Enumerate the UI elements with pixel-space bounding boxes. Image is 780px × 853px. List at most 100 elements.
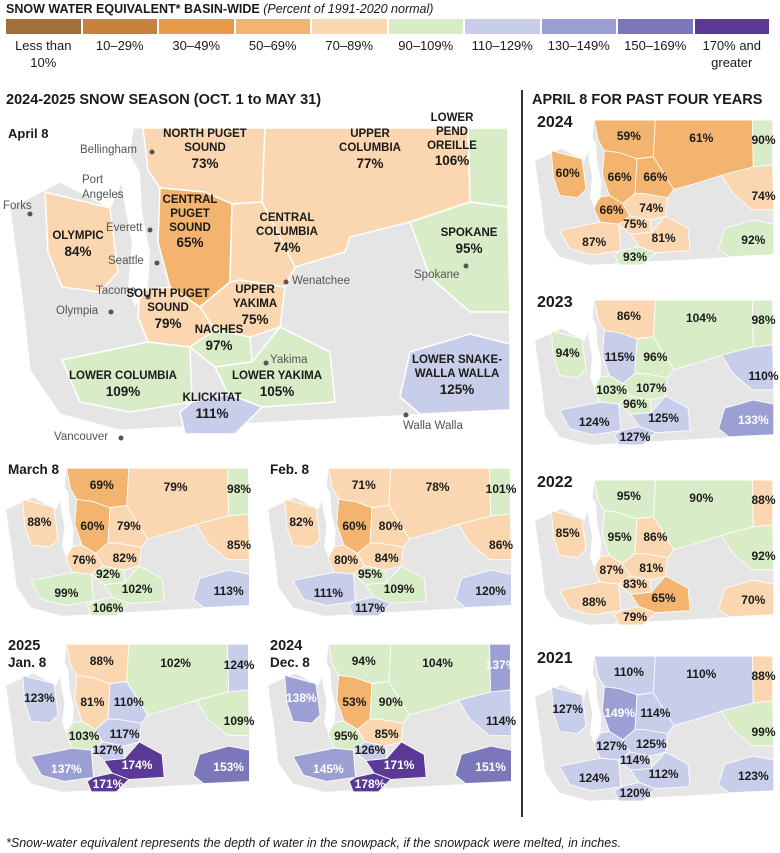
puget-sound-water: [587, 134, 602, 208]
region-value-label: 124%: [578, 771, 610, 786]
region-3: [284, 498, 321, 548]
region-label-lower-yakima: LOWER YAKIMA 105%: [222, 370, 332, 400]
region-13: [718, 219, 775, 258]
region-value-label: 137%: [485, 657, 517, 672]
past-year-map-2021-svg: [535, 655, 775, 802]
past-year-map-2021: 2021 110% 110% 88% 127% 149% 114% 99% 127% 125% 11…: [533, 650, 778, 805]
region-3: [550, 510, 587, 559]
region-value-label: 87%: [582, 235, 607, 250]
region-name: LOWER PEND OREILLE: [427, 112, 477, 152]
region-12: [614, 606, 657, 626]
small-map-jan-8: 2025 Jan. 8 88% 102% 124% 123% 81% 110% 109% 103%…: [4, 638, 254, 796]
region-value: 79%: [154, 315, 182, 331]
region-12: [86, 596, 130, 617]
past-year-map-2023-svg: [535, 299, 775, 446]
region-value-label: 95%: [357, 567, 383, 582]
region-value: 97%: [205, 337, 233, 353]
region-12: [348, 596, 392, 617]
main-map-label: April 8: [8, 126, 49, 141]
region-8: [622, 553, 669, 581]
region-value-label: 127%: [619, 429, 651, 444]
city-everett: Everett: [106, 222, 143, 234]
region-value-label: 59%: [616, 129, 641, 144]
legend-swatch: [312, 19, 387, 34]
legend-label: 110–129%: [471, 38, 533, 53]
region-6: [721, 164, 775, 211]
region-value-label: 53%: [342, 695, 367, 710]
region-value-label: 112%: [648, 767, 679, 782]
region-value-label: 110%: [748, 368, 779, 383]
region-value: 77%: [356, 155, 384, 171]
city-walla-walla: Walla Walla: [403, 420, 463, 432]
region-value-label: 81%: [651, 231, 676, 246]
region-value-label: 114%: [640, 706, 671, 721]
region-9: [618, 751, 652, 771]
region-value-label: 79%: [163, 479, 188, 494]
region-value-label: 114%: [619, 753, 651, 768]
region-8: [94, 718, 142, 747]
region-13: [192, 745, 250, 784]
region-value-label: 98%: [227, 481, 252, 496]
region-label-south-puget-sound: SOUTH PUGET SOUND 79%: [123, 288, 213, 332]
region-value-label: 65%: [651, 591, 676, 606]
region-8: [356, 542, 404, 571]
region-value-label: 80%: [334, 552, 359, 567]
region-value: 109%: [105, 383, 141, 399]
region-value-label: 60%: [80, 519, 105, 534]
region-value: 73%: [191, 155, 219, 171]
past-year-map-2023-title: 2023: [537, 294, 573, 311]
region-value-label: 96%: [643, 350, 668, 365]
region-value-label: 138%: [286, 691, 317, 706]
region-value-label: 103%: [68, 728, 100, 743]
legend-label: 150–169%: [624, 38, 687, 53]
region-value-label: 92%: [741, 233, 766, 248]
region-value-label: 109%: [383, 581, 415, 596]
region-3: [550, 150, 587, 199]
legend-swatch: [465, 19, 540, 34]
region-3: [22, 674, 59, 724]
region-13: [192, 569, 250, 608]
region-value: 111%: [195, 405, 229, 421]
city-seattle: Seattle: [108, 255, 144, 267]
region-12: [614, 782, 657, 802]
region-value-label: 81%: [639, 560, 664, 575]
region-name: LOWER YAKIMA: [231, 370, 323, 382]
main-section-title: 2024-2025 SNOW SEASON (OCT. 1 to MAY 31): [6, 92, 322, 108]
region-value-label: 85%: [374, 726, 399, 741]
region-value-label: 107%: [635, 380, 667, 395]
region-value-label: 171%: [92, 776, 124, 791]
region-value-label: 94%: [351, 653, 376, 668]
region-value-label: 120%: [619, 785, 651, 800]
region-value-label: 66%: [643, 170, 668, 185]
small-map-dec-8-svg: [268, 643, 512, 793]
footnote: *Snow-water equivalent represents the de…: [6, 836, 621, 850]
region-value-label: 95%: [616, 489, 641, 504]
region-12: [614, 426, 657, 446]
region-value-label: 110%: [113, 695, 144, 710]
region-6: [721, 700, 775, 747]
region-value-label: 85%: [227, 538, 252, 553]
city-dot-vancouver: [118, 435, 124, 441]
region-value-label: 110%: [686, 667, 717, 682]
region-6: [721, 524, 775, 571]
legend-swatch: [6, 19, 81, 34]
region-label-olympic: OLYMPIC 84%: [52, 230, 103, 260]
legend-swatch: [82, 19, 157, 34]
region-6: [457, 689, 512, 737]
region-value-label: 95%: [607, 530, 632, 545]
region-value-label: 145%: [313, 761, 344, 776]
small-map-feb-8: Feb. 8 71% 78% 101% 82% 60% 80% 86% 80% 84% 95% 111…: [266, 462, 516, 620]
region-value-label: 127%: [596, 738, 627, 753]
region-value: 125%: [439, 381, 475, 397]
legend-label: 90–109%: [398, 38, 454, 53]
region-value-label: 79%: [622, 609, 648, 624]
region-label-upper-columbia: UPPER COLUMBIA 77%: [330, 128, 410, 172]
region-value-label: 88%: [751, 493, 776, 508]
puget-sound-water: [587, 670, 602, 744]
city-dot-forks: [27, 211, 33, 217]
region-value-label: 94%: [555, 346, 580, 361]
region-value-label: 153%: [213, 759, 244, 774]
region-value-label: 174%: [121, 757, 153, 772]
region-value-label: 88%: [582, 595, 607, 610]
region-value-label: 126%: [354, 743, 386, 758]
